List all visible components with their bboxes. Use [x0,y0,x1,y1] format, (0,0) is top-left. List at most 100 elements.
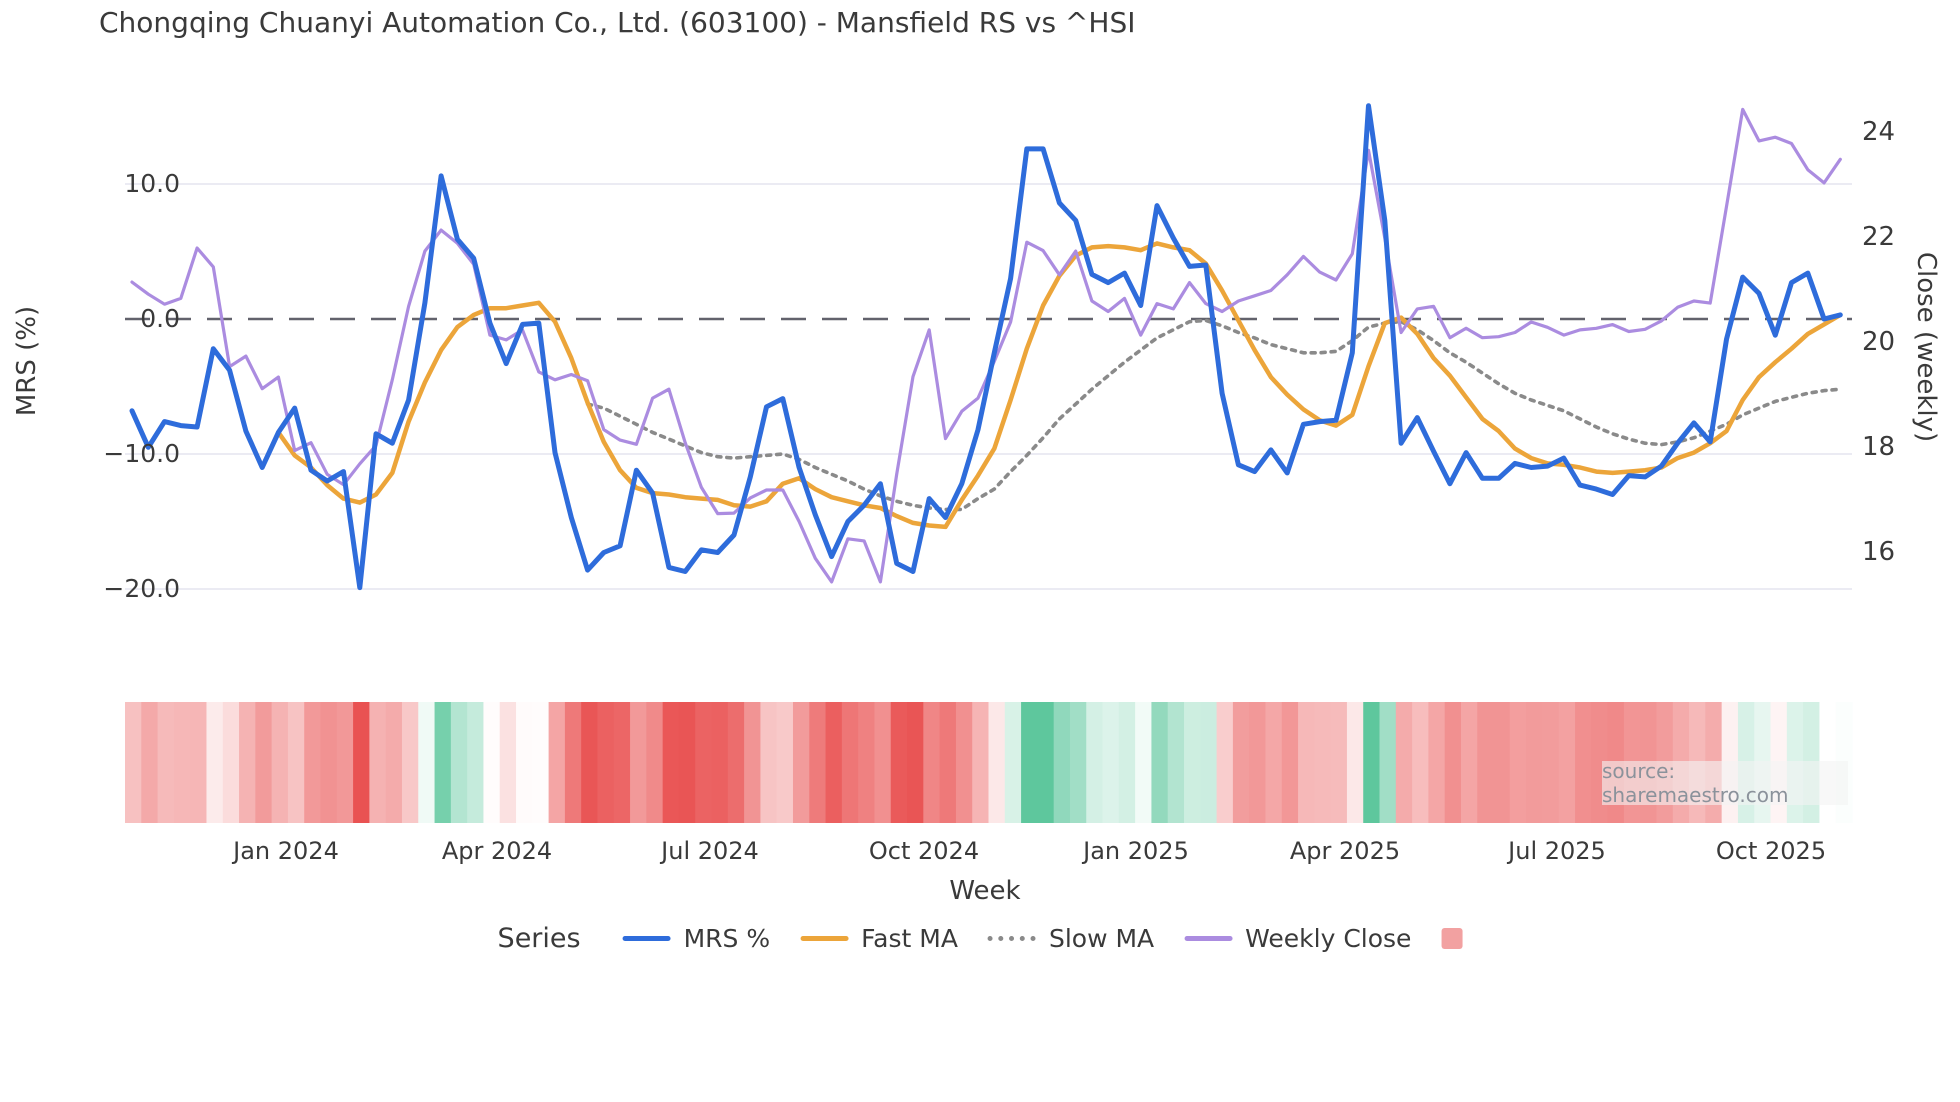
mrs-line [129,103,1843,591]
heatmap-cell [662,702,680,823]
heatmap-cell [499,702,517,823]
right-axis-title: Close (weekly) [1911,251,1941,443]
heatmap-cell [1151,702,1169,823]
heatmap-cell [581,702,599,823]
heatmap-cell [760,702,778,823]
heatmap-cell [1037,702,1055,823]
heatmap-cell [1558,702,1576,823]
heatmap-cell [1363,702,1381,823]
legend-item-heatmap [1441,928,1463,949]
legend-item-label: Fast MA [861,924,958,953]
heatmap-cell [1412,702,1429,823]
heatmap-cell [239,702,256,823]
fast-ma-line [276,241,1843,530]
heatmap-cell [776,702,794,823]
heatmap-cell [320,702,338,823]
heatmap-cell [173,702,191,823]
heatmap-cell [304,702,322,823]
heatmap-cell [271,702,289,823]
heatmap-cell [874,702,892,823]
heatmap-cell [1281,702,1299,823]
heatmap-cell [287,702,305,823]
heatmap-cell [858,702,876,823]
x-tick-label: Jul 2025 [1508,837,1606,865]
x-tick-label: Jul 2024 [661,837,759,865]
legend-item-mrs-: MRS % [622,924,771,953]
line-swatch-icon [987,936,1036,941]
heatmap-cell [1314,702,1332,823]
heatmap-cell [1444,702,1462,823]
heatmap-cell [1216,702,1234,823]
heatmap-cell [890,702,908,823]
heatmap-cell [1021,702,1038,823]
line-swatch-icon [800,936,849,941]
right-tick-label: 22 [1862,222,1896,252]
legend-item-label: Slow MA [1048,924,1155,953]
x-tick-label: Oct 2024 [868,837,980,865]
heatmap-cell [1493,702,1511,823]
heatmap-cell [141,702,159,823]
heatmap-cell [516,702,533,823]
heatmap-cell [125,702,142,823]
x-axis-title: Week [949,876,1021,906]
heatmap-cell [1509,702,1527,823]
x-tick-label: Jan 2025 [1083,837,1189,865]
heatmap-cell [825,702,843,823]
heatmap-cell [711,702,729,823]
chart-title: Chongqing Chuanyi Automation Co., Ltd. (… [99,6,1136,39]
heatmap-cell [1526,702,1544,823]
legend-item-label: Weekly Close [1245,924,1412,953]
heatmap-cell [336,702,354,823]
heatmap-cell [385,702,403,823]
right-tick-label: 24 [1862,117,1896,147]
heatmap-cell [1102,702,1120,823]
heatmap-cell [1265,702,1283,823]
heatmap-cell [1298,702,1315,823]
legend-item-slow-ma: Slow MA [987,924,1155,953]
heatmap-cell [1167,702,1185,823]
heatmap-cell [955,702,973,823]
heatmap-cell [532,702,550,823]
heatmap-cell [727,702,745,823]
heatmap-cell [613,702,631,823]
heatmap-cell [467,702,485,823]
heatmap-cell [809,702,827,823]
source-watermark: source: sharemaestro.com [1602,759,1848,807]
heatmap-cell [1184,702,1201,823]
line-swatch-icon [1184,936,1233,941]
line-swatch-icon [622,936,671,941]
heatmap-cell [255,702,273,823]
heatmap-cell [1477,702,1495,823]
right-tick-label: 20 [1862,327,1896,357]
heatmap-cell [695,702,713,823]
heatmap-cell [923,702,941,823]
right-tick-label: 18 [1862,432,1896,462]
heatmap-cell [418,702,436,823]
heatmap-cell [1395,702,1413,823]
heatmap-cell [157,702,175,823]
left-tick-label: −20.0 [103,574,180,603]
legend-title: Series [497,923,581,954]
left-axis-title: MRS (%) [12,305,42,417]
heatmap-cell [988,702,1006,823]
heatmap-cell [1542,702,1560,823]
heatmap-cell [1069,702,1087,823]
heatmap-cell [972,702,990,823]
legend-item-label: MRS % [683,924,771,953]
heatmap-cell [1086,702,1104,823]
x-tick-label: Apr 2025 [1289,837,1401,865]
heatmap-cell [222,702,240,823]
heatmap-cell [1200,702,1218,823]
heatmap-cell [939,702,957,823]
heatmap-cell [564,702,582,823]
heatmap-cell [1249,702,1267,823]
source-text: source: sharemaestro.com [1602,759,1789,807]
heatmap-cell [597,702,615,823]
heatmap-cell [1118,702,1136,823]
weekly-close-line [130,107,1842,584]
legend-item-fast-ma: Fast MA [800,924,958,953]
left-tick-label: 0.0 [140,304,180,333]
heatmap-cell [630,702,647,823]
heatmap-cell [1053,702,1071,823]
